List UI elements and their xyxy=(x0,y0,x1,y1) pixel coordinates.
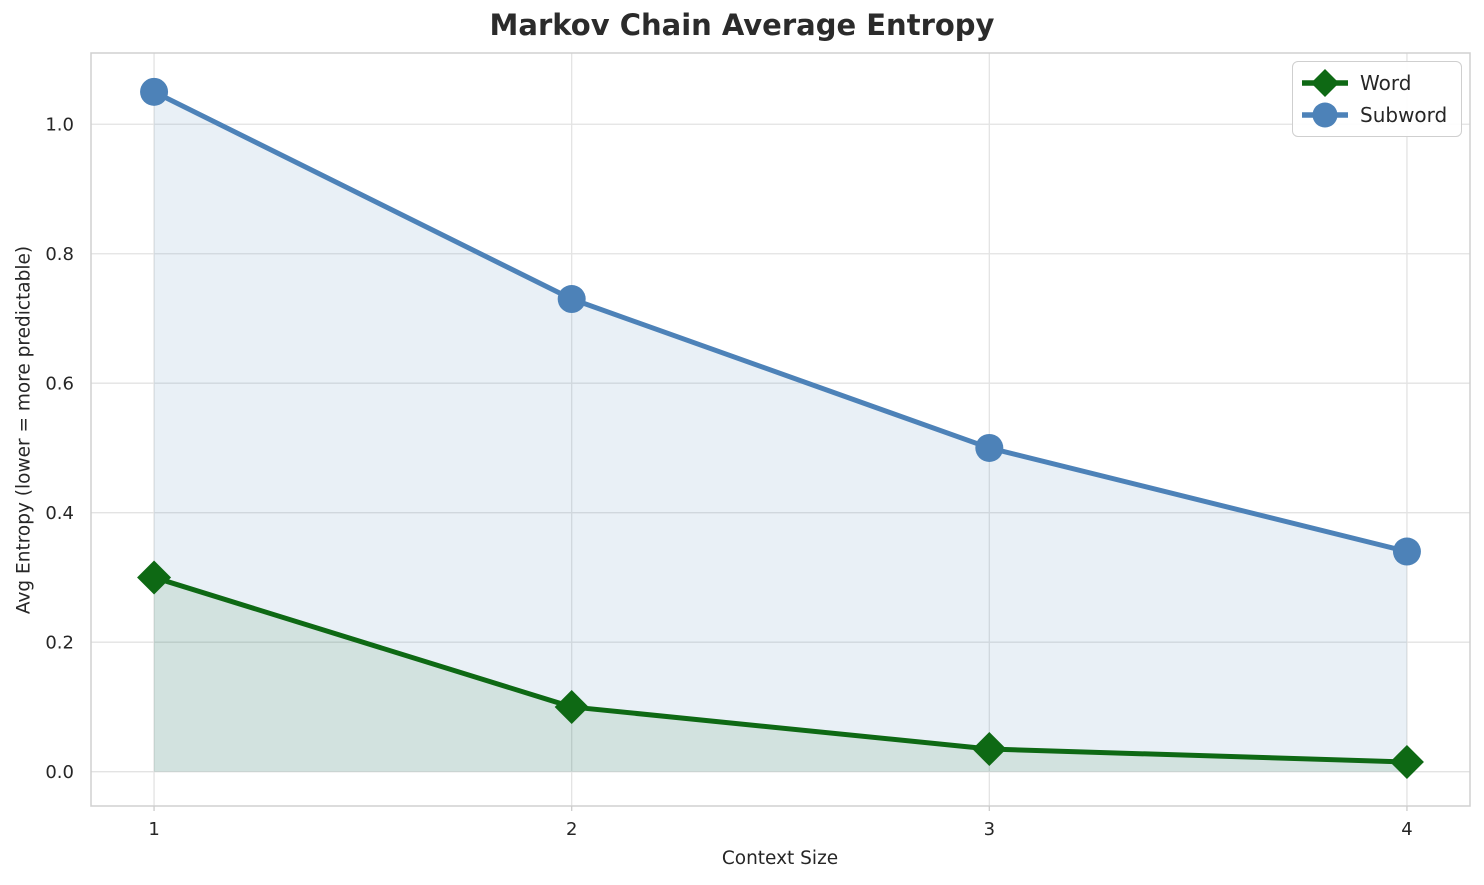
legend-item-subword: Subword xyxy=(1302,100,1447,130)
y-tick-label: 0.6 xyxy=(45,374,74,395)
subword-area-fill xyxy=(154,91,1407,772)
subword-data-point xyxy=(557,285,586,314)
legend: Word Subword xyxy=(1292,61,1463,137)
y-tick-label: 0.2 xyxy=(45,633,74,654)
subword-data-point xyxy=(975,433,1004,462)
word-area-fill xyxy=(154,577,1407,772)
legend-marker-shape xyxy=(1311,69,1339,97)
y-tick-label: 1.0 xyxy=(45,115,74,136)
word-data-point xyxy=(137,560,172,595)
x-tick-label: 2 xyxy=(566,819,577,840)
legend-label-subword: Subword xyxy=(1360,103,1448,127)
x-axis-label: Context Size xyxy=(721,848,839,869)
legend-item-word: Word xyxy=(1302,68,1447,98)
x-tick-label: 4 xyxy=(1401,819,1412,840)
plot-border xyxy=(90,52,1471,807)
word-data-point xyxy=(554,689,589,724)
x-tick-label: 3 xyxy=(984,819,995,840)
subword-line xyxy=(151,89,1410,555)
y-tick-label: 0.4 xyxy=(45,503,74,524)
word-data-point xyxy=(1389,744,1424,779)
y-tick-label: 0.8 xyxy=(45,244,74,265)
word-line xyxy=(151,574,1410,765)
word-diamond-marker-icon xyxy=(1302,69,1348,97)
legend-label-word: Word xyxy=(1360,71,1412,95)
x-tick-label: 1 xyxy=(148,819,159,840)
y-tick-label: 0.0 xyxy=(45,762,74,783)
legend-marker-shape xyxy=(1312,102,1338,128)
subword-data-point xyxy=(1392,537,1421,566)
subword-data-point xyxy=(140,77,169,106)
subword-circle-marker-icon xyxy=(1302,102,1348,128)
chart-title: Markov Chain Average Entropy xyxy=(489,8,995,42)
word-data-point xyxy=(972,732,1007,767)
